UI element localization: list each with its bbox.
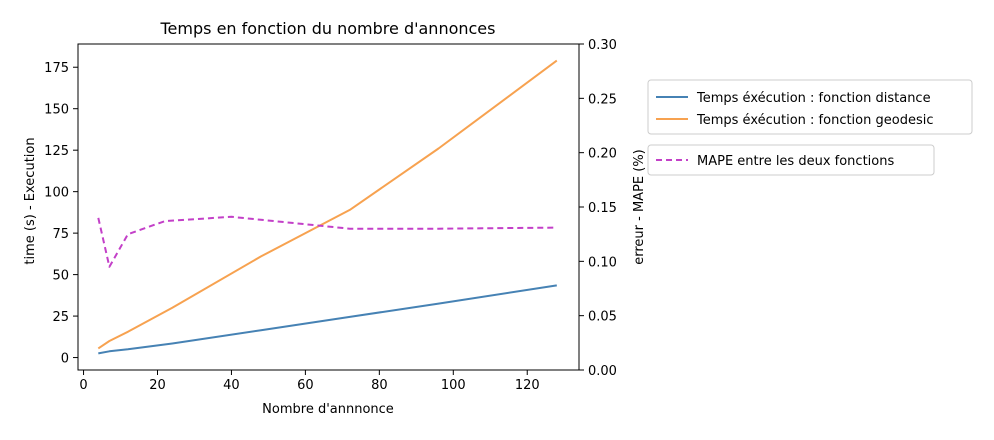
- x-tick-label: 120: [515, 378, 540, 393]
- x-tick-label: 100: [441, 378, 466, 393]
- legend-label: MAPE entre les deux fonctions: [697, 154, 894, 169]
- y2-tick-label: 0.00: [588, 364, 617, 379]
- y-axis-label: time (s) - Execution: [23, 137, 38, 264]
- y-tick-label: 50: [52, 269, 69, 284]
- x-axis-label: Nombre d'annnonce: [262, 402, 394, 417]
- legend-main: Temps éxécution : fonction distance Temps…: [647, 79, 973, 135]
- series-line-mape: [97, 215, 557, 268]
- y-tick-label: 0: [61, 352, 69, 367]
- y-tick-label: 150: [44, 103, 69, 118]
- y2-tick-label: 0.05: [588, 310, 617, 325]
- x-tick-label: 40: [223, 378, 240, 393]
- legend-label: Temps éxécution : fonction distance: [696, 91, 931, 106]
- chart-title: Temps en fonction du nombre d'annonces: [160, 19, 496, 38]
- series-line-geodesic: [97, 59, 558, 350]
- y-tick-label: 25: [52, 310, 69, 325]
- y-tick-label: 175: [44, 61, 69, 76]
- y2-tick-label: 0.10: [588, 255, 617, 270]
- legend-label: Temps éxécution : fonction geodesic: [696, 113, 933, 128]
- y2-tick-label: 0.15: [588, 201, 617, 216]
- legend-mape: MAPE entre les deux fonctions: [647, 144, 935, 176]
- y2-tick-label: 0.20: [588, 147, 617, 162]
- legend-frame: [647, 79, 973, 135]
- y-tick-label: 100: [44, 186, 69, 201]
- y-tick-label: 125: [44, 144, 69, 159]
- x-tick-label: 60: [297, 378, 314, 393]
- series-line-distance: [98, 284, 557, 355]
- x-tick-label: 80: [371, 378, 388, 393]
- y2-tick-label: 0.30: [588, 38, 617, 53]
- y2-axis-label: erreur - MAPE (%): [632, 149, 647, 265]
- plot-area: 0 20 40 60 80 100 120 0 25 50 75 100 125 150 175 0.00 0.…: [44, 38, 617, 393]
- x-tick-label: 0: [79, 378, 87, 393]
- y-tick-label: 75: [52, 227, 69, 242]
- x-tick-label: 20: [149, 378, 166, 393]
- y2-tick-label: 0.25: [588, 92, 617, 107]
- legend-frame: [647, 144, 935, 176]
